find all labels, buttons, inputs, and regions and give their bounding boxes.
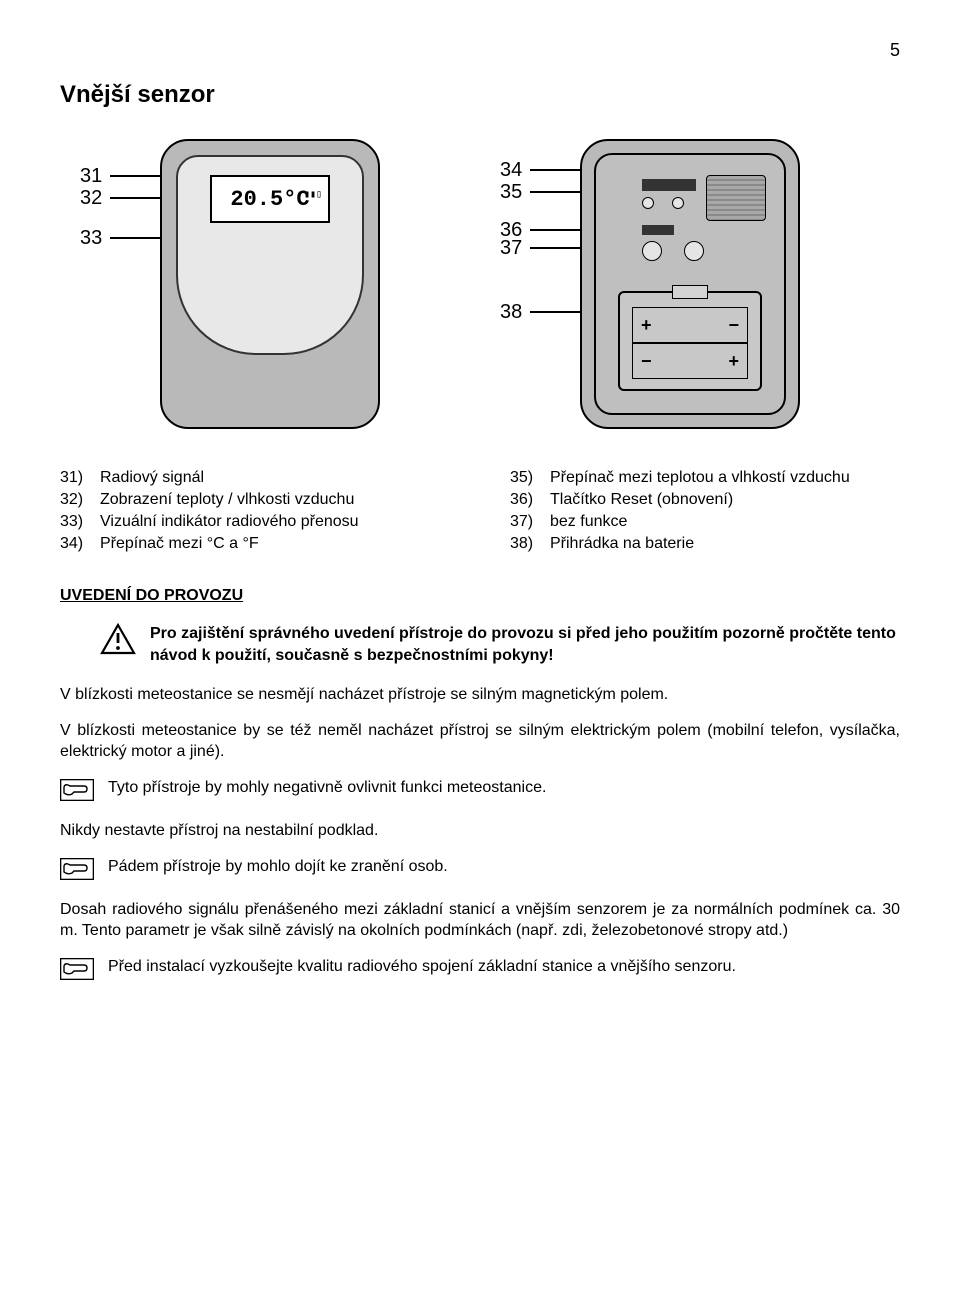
legend-col-right: 35)Přepínač mezi teplotou a vlhkostí vzd… <box>510 469 900 557</box>
sensor-back-body: +− −+ <box>580 139 800 429</box>
pointing-hand-icon <box>60 958 94 985</box>
sensor-back-inner: +− −+ <box>594 153 786 415</box>
diagram-front-label-31: 31 <box>80 165 102 188</box>
battery-row-2: −+ <box>632 343 748 379</box>
back-button-row-1 <box>642 197 684 209</box>
legend-row: 37)bez funkce <box>510 513 900 531</box>
diagram-back: 34 35 36 37 38 <box>500 129 880 439</box>
diagram-back-label-38: 38 <box>500 301 522 324</box>
legend-text: Přihrádka na baterie <box>550 535 694 553</box>
note-text-1: Tyto přístroje by mohly negativně ovlivn… <box>108 777 900 799</box>
lcd-signal-icon: ▮▮▯ <box>304 189 322 201</box>
back-small-button-1 <box>642 197 654 209</box>
section-title: Vnější senzor <box>60 81 900 109</box>
legend-text: Vizuální indikátor radiového přenosu <box>100 513 359 531</box>
back-large-button-1 <box>642 241 662 261</box>
note-text-2: Pádem přístroje by mohlo dojít ke zraněn… <box>108 856 900 878</box>
legend-row: 31)Radiový signál <box>60 469 450 487</box>
diagram-front: 31 32 33 ▮▮▯ 20.5°C <box>80 129 460 439</box>
warning-block: Pro zajištění správného uvedení přístroj… <box>100 623 900 666</box>
note-block-1: Tyto přístroje by mohly negativně ovlivn… <box>60 777 900 806</box>
paragraph-stable: Nikdy nestavte přístroj na nestabilní po… <box>60 820 900 842</box>
battery-latch <box>672 285 708 299</box>
battery-door: +− −+ <box>618 291 762 391</box>
note-text-3: Před instalací vyzkoušejte kvalitu radio… <box>108 956 900 978</box>
diagram-back-label-35: 35 <box>500 181 522 204</box>
sensor-lcd: ▮▮▯ 20.5°C <box>210 175 330 223</box>
warning-triangle-icon <box>100 623 136 666</box>
page-number: 5 <box>60 40 900 61</box>
speaker-grille <box>706 175 766 221</box>
note-block-2: Pádem přístroje by mohlo dojít ke zraněn… <box>60 856 900 885</box>
lcd-value: 20.5°C <box>230 187 309 212</box>
legend-row: 34)Přepínač mezi °C a °F <box>60 535 450 553</box>
back-button-row-2 <box>642 241 704 261</box>
diagram-front-label-33: 33 <box>80 227 102 250</box>
legend-num: 32) <box>60 491 100 509</box>
diagram-back-label-34: 34 <box>500 159 522 182</box>
legend-text: Radiový signál <box>100 469 204 487</box>
legend-num: 38) <box>510 535 550 553</box>
back-label-reset <box>642 225 674 235</box>
legend-row: 32)Zobrazení teploty / vlhkosti vzduchu <box>60 491 450 509</box>
legend-row: 38)Přihrádka na baterie <box>510 535 900 553</box>
back-large-button-2 <box>684 241 704 261</box>
legend-num: 36) <box>510 491 550 509</box>
legend-text: Zobrazení teploty / vlhkosti vzduchu <box>100 491 354 509</box>
sensor-front-body: ▮▮▯ 20.5°C <box>160 139 380 429</box>
sensor-front-inner: ▮▮▯ 20.5°C <box>176 155 364 355</box>
legend-text: Přepínač mezi teplotou a vlhkostí vzduch… <box>550 469 850 487</box>
note-block-3: Před instalací vyzkoušejte kvalitu radio… <box>60 956 900 985</box>
diagram-back-label-37: 37 <box>500 237 522 260</box>
legend-text: bez funkce <box>550 513 627 531</box>
paragraph-electric: V blízkosti meteostanice by se též neměl… <box>60 720 900 763</box>
paragraph-range: Dosah radiového signálu přenášeného mezi… <box>60 899 900 942</box>
legend-text: Tlačítko Reset (obnovení) <box>550 491 733 509</box>
battery-row-1: +− <box>632 307 748 343</box>
legend-row: 36)Tlačítko Reset (obnovení) <box>510 491 900 509</box>
legend-num: 34) <box>60 535 100 553</box>
legend-text: Přepínač mezi °C a °F <box>100 535 259 553</box>
warning-text: Pro zajištění správného uvedení přístroj… <box>150 623 900 666</box>
legend-table: 31)Radiový signál 32)Zobrazení teploty /… <box>60 469 900 557</box>
paragraph-magnetic: V blízkosti meteostanice se nesmějí nach… <box>60 684 900 706</box>
diagram-row: 31 32 33 ▮▮▯ 20.5°C 34 35 36 37 38 <box>60 129 900 439</box>
legend-num: 31) <box>60 469 100 487</box>
diagram-front-label-32: 32 <box>80 187 102 210</box>
legend-num: 37) <box>510 513 550 531</box>
pointing-hand-icon <box>60 858 94 885</box>
legend-num: 33) <box>60 513 100 531</box>
legend-col-left: 31)Radiový signál 32)Zobrazení teploty /… <box>60 469 450 557</box>
pointing-hand-icon <box>60 779 94 806</box>
subsection-heading: UVEDENÍ DO PROVOZU <box>60 587 900 605</box>
back-small-button-2 <box>672 197 684 209</box>
legend-row: 35)Přepínač mezi teplotou a vlhkostí vzd… <box>510 469 900 487</box>
legend-row: 33)Vizuální indikátor radiového přenosu <box>60 513 450 531</box>
legend-num: 35) <box>510 469 550 487</box>
back-label-selection <box>642 179 696 191</box>
